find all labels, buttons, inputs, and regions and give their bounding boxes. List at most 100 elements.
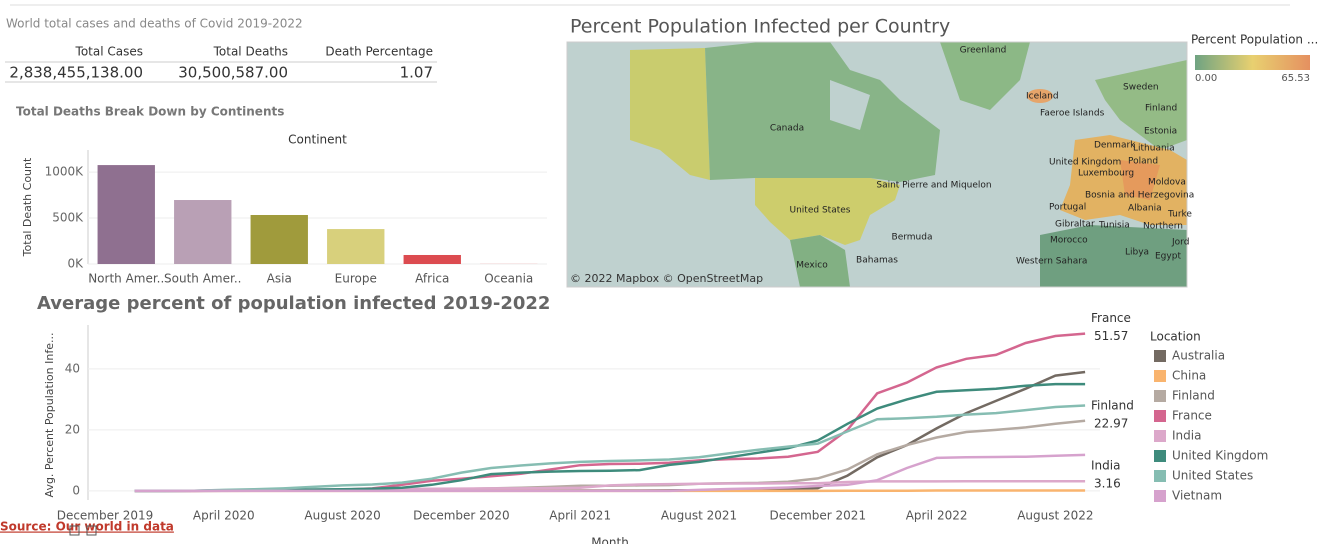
map-label: Faeroe Islands — [1040, 109, 1105, 119]
x-tick-label: Africa — [415, 272, 449, 286]
x-tick-label: August 2021 — [661, 509, 737, 523]
y-tick-label: 500K — [52, 211, 84, 225]
table-cell: 30,500,587.00 — [178, 64, 288, 82]
map-frame — [566, 41, 1188, 288]
map-label: Morocco — [1050, 236, 1088, 246]
map-label: Iceland — [1026, 92, 1059, 102]
map-label: Albania — [1128, 204, 1162, 214]
bar — [174, 200, 232, 264]
end-label-value: 51.57 — [1094, 329, 1128, 343]
legend-swatch — [1154, 470, 1166, 482]
series-line — [134, 332, 1086, 493]
y-axis-label: Avg. Percent Population Infe... — [43, 333, 56, 498]
y-tick-label: 1000K — [45, 165, 85, 179]
legend-label: Australia — [1172, 349, 1225, 363]
map-label: Libya — [1125, 248, 1149, 258]
icon[interactable] — [86, 525, 97, 536]
x-tick-label: August 2022 — [1017, 509, 1093, 523]
x-tick-label: Asia — [267, 272, 292, 286]
bar — [97, 165, 155, 264]
end-label-name: India — [1091, 459, 1120, 473]
map-label: United Kingdom — [1049, 158, 1121, 168]
table-cell: 2,838,455,138.00 — [9, 64, 143, 82]
series-line — [134, 453, 1086, 493]
map-label: Western Sahara — [1016, 257, 1087, 267]
legend-label: Vietnam — [1172, 489, 1222, 503]
axis-header: Continent — [288, 133, 347, 147]
map-label: Tunisia — [1098, 221, 1130, 231]
map-label: Poland — [1128, 157, 1158, 167]
map-label: Bermuda — [892, 233, 933, 243]
chart-title: Average percent of population infected 2… — [37, 293, 550, 314]
map-label: Turke — [1167, 210, 1192, 220]
map — [567, 42, 1187, 287]
map-label: Sweden — [1123, 83, 1159, 93]
map-attribution: © 2022 Mapbox © OpenStreetMap — [570, 272, 763, 285]
table-header: Death Percentage — [325, 45, 433, 59]
icon[interactable] — [69, 525, 80, 536]
x-tick-label: South Amer.. — [164, 272, 241, 286]
map-label: Luxembourg — [1078, 169, 1134, 179]
legend-label: India — [1172, 429, 1201, 443]
x-tick-label: North Amer.. — [88, 272, 164, 286]
end-label-value: 22.97 — [1094, 416, 1128, 430]
map-label: Finland — [1145, 104, 1177, 114]
series-line — [134, 382, 1086, 493]
legend-swatch — [1154, 350, 1166, 362]
bar — [250, 214, 308, 264]
central-europe — [1120, 160, 1160, 200]
y-axis-label: Total Death Count — [21, 157, 34, 257]
canada — [705, 42, 940, 182]
x-tick-label: April 2021 — [549, 509, 611, 523]
africa — [1040, 225, 1187, 287]
map-label: Bahamas — [856, 256, 898, 266]
y-tick-label: 40 — [65, 361, 80, 375]
map-label: Bosnia and Herzegovina — [1085, 191, 1194, 201]
legend-max: 65.53 — [1281, 73, 1310, 84]
legend-label: Finland — [1172, 389, 1215, 403]
y-tick-label: 0K — [67, 257, 84, 271]
legend-swatch — [1154, 370, 1166, 382]
map-label: Estonia — [1144, 127, 1177, 137]
x-tick-label: April 2022 — [906, 509, 968, 523]
table-header: Total Cases — [75, 45, 143, 59]
map-label: Denmark — [1094, 141, 1136, 151]
map-label: Jord — [1171, 238, 1189, 248]
chart-title: Total Deaths Break Down by Continents — [16, 105, 284, 119]
color-ramp — [1195, 55, 1310, 70]
map-label: Moldova — [1148, 178, 1186, 188]
series-line — [134, 370, 1086, 493]
map-label: Northern — [1143, 222, 1183, 232]
map-title: Percent Population Infected per Country — [570, 16, 950, 38]
map-label: Mexico — [796, 261, 828, 271]
legend-swatch — [1154, 410, 1166, 422]
legend-min: 0.00 — [1195, 73, 1217, 84]
x-tick-label: April 2020 — [193, 509, 255, 523]
legend-title: Percent Population ... — [1191, 33, 1318, 47]
legend-swatch — [1154, 430, 1166, 442]
x-tick-label: December 2020 — [413, 509, 510, 523]
bar — [327, 229, 385, 264]
table-cell: 1.07 — [400, 64, 433, 82]
legend-swatch — [1154, 390, 1166, 402]
legend-swatch — [1154, 490, 1166, 502]
map-label: Portugal — [1049, 203, 1086, 213]
end-label-name: France — [1091, 311, 1131, 325]
legend-label: China — [1172, 369, 1206, 383]
series-line — [134, 404, 1086, 493]
end-label-value: 3.16 — [1094, 477, 1121, 491]
legend-label: United States — [1172, 469, 1253, 483]
summary-title: World total cases and deaths of Covid 20… — [6, 17, 303, 31]
x-tick-label: August 2020 — [304, 509, 380, 523]
x-tick-label: December 2021 — [770, 509, 867, 523]
table-header: Total Deaths — [213, 45, 288, 59]
bar — [403, 254, 461, 264]
greenland — [940, 42, 1030, 110]
scandinavia — [1095, 60, 1187, 150]
legend-label: United Kingdom — [1172, 449, 1268, 463]
map-label: Lithuania — [1133, 144, 1175, 154]
map-label: Gibraltar — [1055, 220, 1095, 230]
x-tick-label: Europe — [335, 272, 377, 286]
hudson-bay — [830, 80, 870, 130]
